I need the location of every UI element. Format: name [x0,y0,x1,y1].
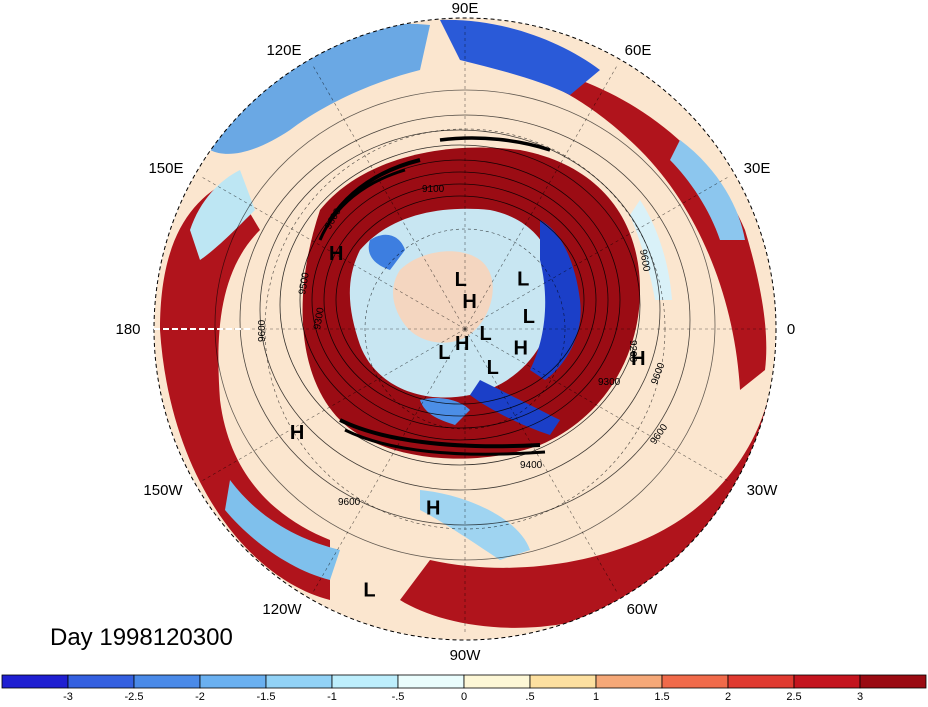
high-pressure-marker: H [513,338,527,360]
colorbar-swatch [397,674,465,689]
colorbar-tick-label: -1.5 [257,691,276,702]
colorbar-tick-label: 1.5 [654,691,669,702]
lon-label-90w: 90W [450,647,482,664]
contour-label: 9200 [627,340,638,363]
lon-label-150w: 150W [143,482,183,499]
colorbar-tick-label: -2 [195,691,205,702]
lon-label-30e: 30E [744,160,771,177]
lon-label-180: 180 [115,321,140,338]
colorbar-swatch [67,674,135,689]
meridian-line [464,176,730,330]
meridian-line [200,328,466,482]
colorbar-tick-label: .5 [525,691,534,702]
colorbar-swatch [331,674,399,689]
low-pressure-marker: L [479,323,491,345]
high-pressure-marker: H [290,422,304,444]
lon-label-150e: 150E [148,160,183,177]
meridian-line [312,328,466,594]
colorbar-tick-label: -.5 [392,691,405,702]
contour-label: 9400 [520,460,543,471]
high-pressure-marker: H [329,243,343,265]
colorbar-swatch [133,674,201,689]
lon-label-60e: 60E [625,42,652,59]
high-pressure-marker: H [426,498,440,520]
lon-label-120w: 120W [262,601,302,618]
lon-label-90e: 90E [452,0,479,17]
contour-label: 9600 [338,497,361,508]
colorbar-swatch [727,674,795,689]
meridian-line [464,328,618,594]
colorbar-tick-label: 2 [725,691,731,702]
colorbar-swatch [463,674,531,689]
contour-label: 9500 [297,271,312,295]
low-pressure-marker: L [363,580,375,602]
lon-label-60w: 60W [627,601,659,618]
day-label: Day 1998120300 [50,624,233,651]
high-pressure-marker: H [631,348,645,370]
low-pressure-marker: L [438,342,450,364]
contour-label: 9100 [422,184,445,195]
colorbar-tick-label: -3 [63,691,73,702]
meridian-line [464,64,618,330]
high-pressure-marker: H [462,291,476,313]
lon-label-0: 0 [787,321,795,338]
colorbar-swatch [529,674,597,689]
contour-label: 9600 [637,249,652,273]
meridian-line [464,328,730,482]
lon-label-120e: 120E [266,42,301,59]
meridian-line [200,176,466,330]
colorbar-swatch [859,674,927,689]
colorbar-tick-label: -1 [327,691,337,702]
contour-label: 9300 [312,306,327,330]
colorbar-swatch [661,674,729,689]
colorbar-tick-label: -2.5 [125,691,144,702]
meridian-line [312,64,466,330]
colorbar-swatch [595,674,663,689]
colorbar-swatch [1,674,69,689]
colorbar-swatch [793,674,861,689]
low-pressure-marker: L [517,268,529,290]
contour-label: 9300 [598,377,621,388]
low-pressure-marker: L [523,306,535,328]
colorbar-tick-label: 3 [857,691,863,702]
colorbar: -3 -2.5 -2 -1.5 -1 -.5 0 .5 1 1.5 2 2.5 3 [1,674,927,703]
colorbar-tick-label: 2.5 [786,691,801,702]
colorbar-swatch [265,674,333,689]
low-pressure-marker: L [455,269,467,291]
colorbar-swatch [199,674,267,689]
low-pressure-marker: L [487,357,499,379]
high-pressure-marker: H [455,333,469,355]
colorbar-tick-label: 0 [461,691,467,702]
lon-label-30w: 30W [747,482,779,499]
colorbar-tick-label: 1 [593,691,599,702]
contour-label: 9600 [257,319,268,342]
